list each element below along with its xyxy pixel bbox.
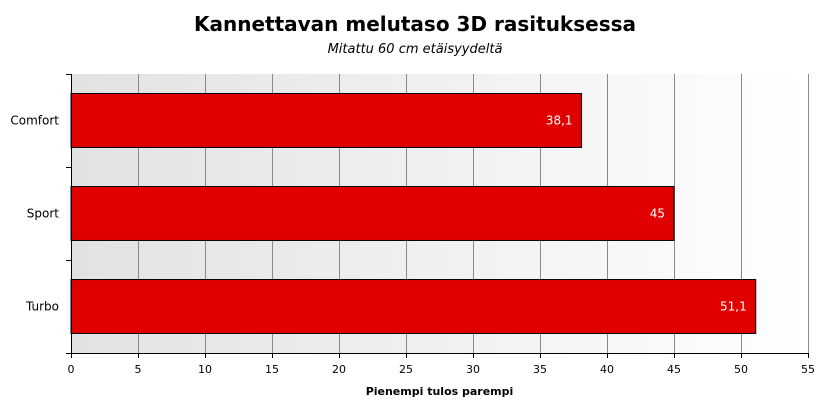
data-label: 38,1 (546, 114, 573, 128)
bar-comfort (70, 93, 583, 148)
x-tick-label: 45 (667, 363, 681, 376)
data-label: 51,1 (720, 300, 747, 314)
x-tick-label: 50 (734, 363, 748, 376)
x-tick-label: 35 (533, 363, 547, 376)
bar-sport (70, 186, 675, 241)
y-category-label: Sport (27, 207, 60, 221)
x-tick-label: 10 (198, 363, 212, 376)
x-tick-label: 30 (466, 363, 480, 376)
x-tick-label: 25 (399, 363, 413, 376)
y-category-label: Comfort (10, 114, 59, 128)
chart-subtitle: Mitattu 60 cm etäisyydeltä (327, 42, 503, 57)
x-tick-label: 0 (68, 363, 75, 376)
x-tick-label: 20 (332, 363, 346, 376)
data-label: 45 (650, 207, 665, 221)
labels: 0 5 10 15 20 25 30 35 40 45 50 55 38,1 Comfort 45 Sport… (10, 114, 815, 377)
x-tick-label: 55 (801, 363, 815, 376)
x-tick-label: 15 (265, 363, 279, 376)
chart-title: Kannettavan melutaso 3D rasituksessa (193, 12, 637, 36)
x-tick-label: 40 (600, 363, 614, 376)
x-tick-label: 5 (135, 363, 142, 376)
bars (70, 93, 757, 334)
y-category-label: Turbo (25, 300, 59, 314)
bar-turbo (70, 279, 757, 334)
x-axis-title: Pienempi tulos parempi (366, 385, 514, 398)
axes (66, 74, 809, 358)
